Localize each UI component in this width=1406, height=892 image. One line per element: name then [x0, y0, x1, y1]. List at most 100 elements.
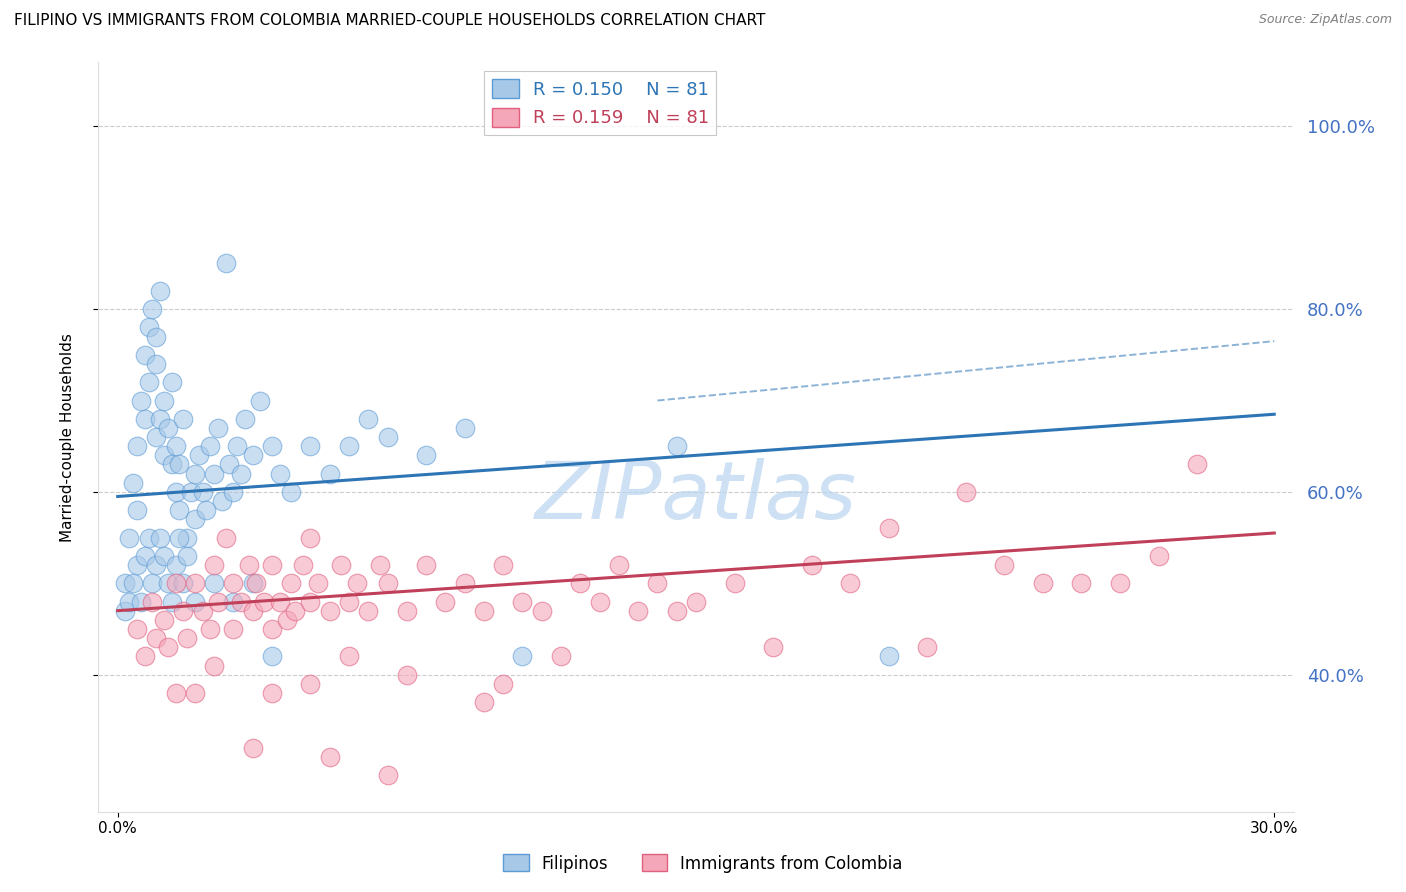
Point: [145, 357, 167, 371]
Point: [222, 594, 245, 608]
Point: [145, 430, 167, 444]
Point: [176, 531, 198, 545]
Point: [492, 677, 515, 691]
Point: [172, 412, 194, 426]
Point: [242, 448, 264, 462]
Point: [242, 604, 264, 618]
Point: [1147, 549, 1170, 563]
Point: [346, 576, 368, 591]
Point: [839, 576, 862, 591]
Point: [242, 740, 264, 755]
Point: [211, 494, 233, 508]
Point: [226, 439, 249, 453]
Point: [229, 467, 252, 481]
Point: [280, 484, 302, 499]
Point: [114, 604, 136, 618]
Point: [492, 558, 515, 572]
Point: [291, 558, 314, 572]
Point: [165, 576, 187, 591]
Point: [125, 503, 148, 517]
Point: [138, 320, 160, 334]
Point: [377, 430, 399, 444]
Point: [1185, 458, 1208, 472]
Point: [665, 439, 688, 453]
Point: [260, 686, 283, 700]
Point: [245, 576, 267, 591]
Point: [184, 686, 207, 700]
Point: [118, 594, 141, 608]
Point: [172, 604, 194, 618]
Point: [269, 594, 291, 608]
Point: [238, 558, 260, 572]
Point: [184, 594, 207, 608]
Point: [307, 576, 329, 591]
Point: [472, 604, 495, 618]
Point: [377, 768, 399, 782]
Point: [319, 467, 342, 481]
Point: [800, 558, 823, 572]
Point: [202, 558, 225, 572]
Point: [512, 594, 534, 608]
Point: [415, 558, 437, 572]
Point: [357, 412, 380, 426]
Text: FILIPINO VS IMMIGRANTS FROM COLOMBIA MARRIED-COUPLE HOUSEHOLDS CORRELATION CHART: FILIPINO VS IMMIGRANTS FROM COLOMBIA MAR…: [14, 13, 765, 29]
Point: [149, 284, 172, 298]
Point: [145, 329, 167, 343]
Point: [165, 558, 187, 572]
Text: Source: ZipAtlas.com: Source: ZipAtlas.com: [1258, 13, 1392, 27]
Point: [647, 576, 669, 591]
Point: [149, 531, 172, 545]
Point: [453, 421, 475, 435]
Point: [395, 604, 418, 618]
Point: [153, 448, 176, 462]
Point: [665, 604, 688, 618]
Point: [156, 640, 179, 655]
Point: [917, 640, 939, 655]
Point: [187, 448, 209, 462]
Point: [145, 558, 167, 572]
Point: [200, 622, 222, 636]
Point: [357, 604, 380, 618]
Point: [165, 686, 187, 700]
Point: [176, 549, 198, 563]
Point: [877, 521, 900, 535]
Point: [141, 576, 163, 591]
Point: [299, 594, 322, 608]
Point: [512, 649, 534, 664]
Point: [122, 576, 145, 591]
Point: [260, 439, 283, 453]
Point: [569, 576, 592, 591]
Point: [138, 376, 160, 390]
Point: [207, 421, 229, 435]
Point: [337, 594, 360, 608]
Point: [723, 576, 745, 591]
Point: [337, 649, 360, 664]
Point: [260, 649, 283, 664]
Point: [260, 558, 283, 572]
Point: [415, 448, 437, 462]
Point: [202, 467, 225, 481]
Point: [134, 348, 156, 362]
Point: [153, 393, 176, 408]
Point: [141, 302, 163, 317]
Point: [242, 576, 264, 591]
Y-axis label: Married-couple Households: Married-couple Households: [60, 333, 75, 541]
Point: [156, 576, 179, 591]
Point: [276, 613, 298, 627]
Point: [337, 439, 360, 453]
Point: [299, 677, 322, 691]
Point: [134, 412, 156, 426]
Point: [184, 467, 207, 481]
Point: [160, 594, 183, 608]
Point: [114, 576, 136, 591]
Point: [588, 594, 610, 608]
Point: [138, 531, 160, 545]
Point: [118, 531, 141, 545]
Point: [222, 484, 245, 499]
Point: [395, 667, 418, 681]
Point: [176, 631, 198, 645]
Point: [169, 458, 191, 472]
Point: [125, 439, 148, 453]
Point: [1109, 576, 1132, 591]
Point: [1070, 576, 1092, 591]
